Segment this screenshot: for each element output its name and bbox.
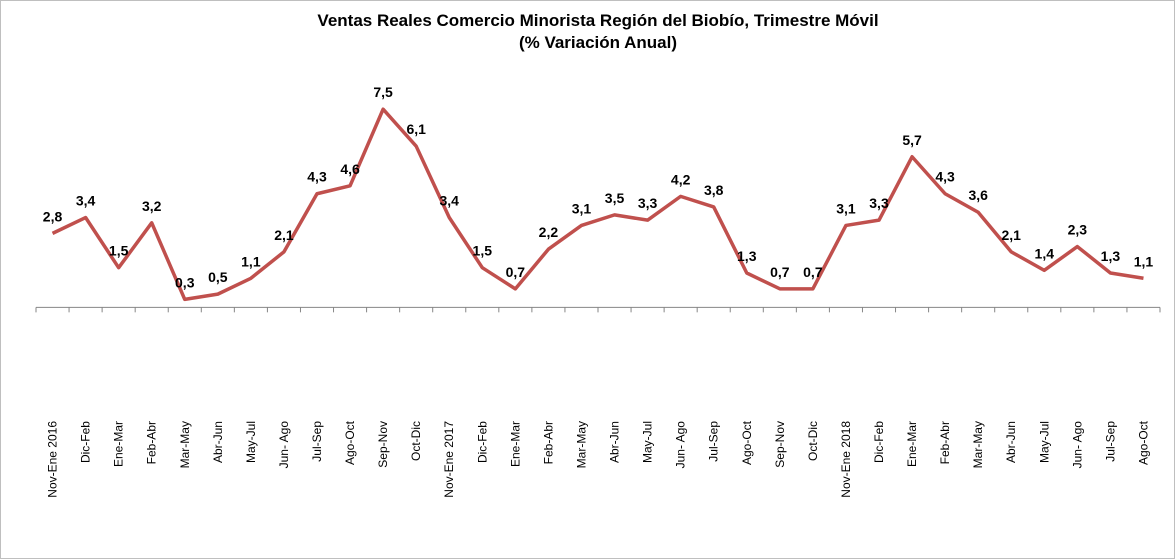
value-label: 4,3: [307, 169, 327, 185]
x-tick-label: Sep-Nov: [376, 421, 390, 468]
x-tick-label: Jun- Ago: [1070, 421, 1084, 469]
x-tick-label: Jun- Ago: [277, 421, 291, 469]
value-label: 1,5: [109, 243, 129, 259]
x-tick-label: Abr-Jun: [1004, 421, 1018, 463]
x-tick-label: Jul-Sep: [1103, 421, 1117, 462]
x-tick-label: Feb-Abr: [938, 421, 952, 464]
value-label: 2,1: [1002, 227, 1022, 243]
chart-title: Ventas Reales Comercio Minorista Región …: [317, 11, 878, 30]
x-tick-label: Ene-Mar: [905, 421, 919, 467]
value-label: 4,3: [935, 169, 955, 185]
x-tick-label: Nov-Ene 2016: [46, 421, 60, 498]
value-label: 1,4: [1035, 245, 1055, 261]
value-label: 3,4: [440, 193, 460, 209]
value-label: 1,1: [1134, 253, 1154, 269]
value-label: 3,6: [968, 187, 988, 203]
x-tick-label: Feb-Abr: [541, 421, 555, 464]
x-tick-label: May-Jul: [1037, 421, 1051, 463]
x-tick-label: Nov-Ene 2017: [442, 421, 456, 498]
value-label: 0,5: [208, 269, 228, 285]
value-label: 3,3: [869, 195, 889, 211]
chart-subtitle: (% Variación Anual): [519, 33, 677, 52]
value-label: 3,4: [76, 193, 96, 209]
value-label: 1,3: [1101, 248, 1121, 264]
value-label: 0,7: [803, 264, 823, 280]
x-tick-label: Jul-Sep: [310, 421, 324, 462]
x-tick-label: Feb-Abr: [145, 421, 159, 464]
value-label: 2,8: [43, 208, 63, 224]
value-label: 3,5: [605, 190, 625, 206]
value-label: 0,7: [506, 264, 526, 280]
x-tick-label: Nov-Ene 2018: [839, 421, 853, 498]
x-tick-label: Jun- Ago: [674, 421, 688, 469]
x-tick-label: Oct-Dic: [409, 421, 423, 461]
x-tick-label: Jul-Sep: [707, 421, 721, 462]
value-label: 2,2: [539, 224, 559, 240]
value-label: 1,3: [737, 248, 757, 264]
value-label: 1,1: [241, 253, 261, 269]
x-tick-label: Sep-Nov: [773, 421, 787, 468]
value-label: 3,1: [836, 200, 856, 216]
value-label: 6,1: [406, 121, 426, 137]
x-tick-label: Dic-Feb: [79, 421, 93, 463]
x-tick-label: Ago-Oct: [1136, 420, 1150, 465]
x-tick-label: Dic-Feb: [475, 421, 489, 463]
x-tick-label: Mar-May: [971, 421, 985, 468]
value-label: 2,3: [1068, 222, 1088, 238]
x-tick-label: Ene-Mar: [112, 421, 126, 467]
x-tick-label: Ene-Mar: [508, 421, 522, 467]
value-label: 3,3: [638, 195, 658, 211]
value-label: 5,7: [902, 132, 922, 148]
series-line: [51, 107, 1144, 302]
x-tick-label: Dic-Feb: [872, 421, 886, 463]
value-label: 4,6: [340, 161, 360, 177]
value-label: 3,8: [704, 182, 724, 198]
x-tick-label: Abr-Jun: [211, 421, 225, 463]
x-tick-label: Abr-Jun: [608, 421, 622, 463]
value-label: 7,5: [373, 84, 393, 100]
value-label: 3,2: [142, 198, 162, 214]
x-tick-label: Oct-Dic: [806, 421, 820, 461]
value-label: 1,5: [473, 243, 493, 259]
value-label: 3,1: [572, 200, 592, 216]
x-tick-label: May-Jul: [244, 421, 258, 463]
value-label: 2,1: [274, 227, 294, 243]
x-tick-label: Mar-May: [574, 421, 588, 468]
x-tick-label: Mar-May: [178, 421, 192, 468]
x-tick-label: Ago-Oct: [740, 420, 754, 465]
value-label: 4,2: [671, 171, 691, 187]
x-tick-label: Ago-Oct: [343, 420, 357, 465]
value-label: 0,7: [770, 264, 790, 280]
value-label: 0,3: [175, 274, 195, 290]
x-tick-label: May-Jul: [641, 421, 655, 463]
